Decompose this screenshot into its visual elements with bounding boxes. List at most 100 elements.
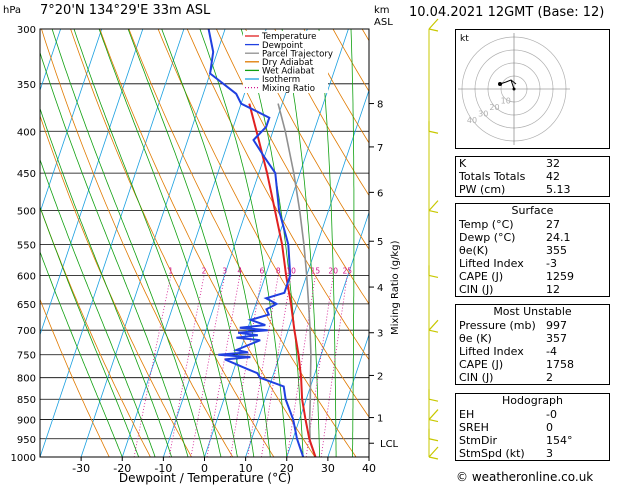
mu-value: 357	[546, 332, 567, 345]
dry-adiabat-line	[186, 29, 369, 361]
dewpoint-line	[207, 29, 305, 457]
wind-barb-flag	[428, 456, 439, 460]
x-tick-label: 10	[239, 462, 253, 475]
km-tick-label: 3	[377, 329, 383, 340]
x-tick-label: -30	[72, 462, 90, 475]
x-axis-label: Dewpoint / Temperature (°C)	[119, 471, 291, 485]
wind-barb-flag	[428, 398, 439, 402]
pressure-tick-label: 850	[17, 395, 36, 406]
surface-label: CIN (J)	[459, 283, 494, 296]
wind-barb	[428, 319, 439, 331]
mixing-ratio-line	[286, 275, 316, 457]
legend-label: Mixing Ratio	[262, 84, 315, 94]
hodograph-trace	[499, 79, 517, 90]
wind-barb-flag	[428, 130, 439, 134]
mu-label: CAPE (J)	[459, 358, 504, 371]
pressure-tick-label: 1000	[11, 453, 36, 464]
wet-adiabat-line	[127, 29, 255, 457]
hodo-label: SREH	[459, 421, 489, 434]
wind-barb-flag	[428, 274, 439, 278]
isotherm-line	[204, 29, 349, 457]
km-tick-label: 1	[377, 414, 383, 425]
wet-adiabat-line	[98, 29, 238, 457]
pressure-tick-label: 400	[17, 127, 36, 138]
mu-value: 997	[546, 319, 567, 332]
pressure-tick-label: 450	[17, 169, 36, 180]
mu-label: Pressure (mb)	[459, 319, 536, 332]
isotherm-line	[40, 29, 103, 214]
wet-adiabat-line	[240, 29, 304, 457]
wind-barb	[428, 200, 439, 211]
surface-value: 27	[546, 218, 560, 231]
hodograph-table: Hodograph EH -0 SREH 0 StmDir 154° StmSpd (…	[455, 393, 610, 461]
surface-value: 12	[546, 283, 560, 296]
surface-value: 355	[546, 244, 567, 257]
temperature-line	[248, 103, 317, 457]
pressure-tick-label: 800	[17, 374, 36, 385]
mixing-ratio-label: 15	[311, 266, 321, 275]
km-tick-label: 5	[377, 237, 383, 248]
hodo-value: 3	[546, 447, 553, 460]
wind-barb	[428, 446, 439, 458]
mixing-ratio-line	[168, 275, 205, 457]
surface-title: Surface	[511, 204, 554, 217]
mixing-ratio-label: 6	[260, 266, 265, 275]
station-header: 7°20'N 134°29'E 33m ASL	[40, 3, 211, 18]
hodo-label: StmSpd (kt)	[459, 447, 525, 460]
hodo-value: -0	[546, 408, 557, 421]
pressure-tick-label: 950	[17, 435, 36, 446]
mixing-ratio-label: 1	[168, 266, 173, 275]
wind-barb-flag	[428, 329, 439, 333]
wet-adiabat-line	[40, 107, 172, 457]
km-tick-label: 4	[377, 283, 383, 294]
indices-label: K	[459, 157, 467, 170]
x-tick-label: -10	[154, 462, 172, 475]
mixing-ratio-line	[320, 275, 348, 457]
mixing-ratio-line	[261, 275, 292, 457]
indices-row: PW (cm) 5.13	[456, 183, 609, 196]
mixing-ratio-line	[230, 275, 263, 457]
surface-table: Surface Temp (°C) 27 Dewp (°C) 24.1 θe(K) 3…	[455, 203, 610, 297]
wet-adiabat-line	[350, 29, 355, 457]
wind-barb	[428, 409, 439, 420]
hodograph-ring-label: 10	[501, 97, 511, 106]
mixing-ratio-line	[133, 275, 172, 457]
mu-value: -4	[546, 345, 557, 358]
hodograph-panel: 10 20 30 40 kt	[455, 29, 610, 149]
dry-adiabat-line	[245, 29, 369, 250]
lcl-label: LCL	[380, 439, 399, 450]
pressure-tick-label: 500	[17, 207, 36, 218]
x-tick-label: 20	[280, 462, 294, 475]
hodo-label: StmDir	[459, 434, 498, 447]
wet-adiabat-line	[73, 29, 222, 457]
mixing-ratio-label: 4	[237, 266, 242, 275]
footer-credit[interactable]: © weatheronline.co.uk	[456, 470, 594, 484]
hodo-label: EH	[459, 408, 475, 421]
dry-adiabat-line	[128, 29, 357, 457]
wet-adiabat-line	[281, 29, 320, 457]
indices-table: K 32 Totals Totals 42 PW (cm) 5.13	[455, 156, 610, 197]
hodograph-point	[498, 82, 502, 86]
wind-barb-flag	[428, 210, 439, 214]
hodo-value: 154°	[546, 434, 573, 447]
indices-label: Totals Totals	[459, 170, 526, 183]
surface-value: -3	[546, 257, 557, 270]
dry-adiabat-line	[625, 29, 629, 457]
mu-value: 1758	[546, 358, 574, 371]
wet-adiabat-line	[40, 158, 156, 457]
most-unstable-title: Most Unstable	[493, 305, 572, 318]
legend-label: Temperature	[261, 32, 316, 42]
mixing-ratio-axis-label: Mixing Ratio (g/kg)	[390, 240, 401, 335]
wind-barb-flag	[428, 418, 439, 423]
surface-label: θe(K)	[459, 244, 489, 257]
most-unstable-table: Most Unstable Pressure (mb) 997 θe (K) 357…	[455, 304, 610, 385]
indices-row: K 32	[456, 157, 609, 170]
wind-barb-flag	[428, 438, 439, 442]
wet-adiabat-line	[40, 250, 123, 457]
indices-label: PW (cm)	[459, 183, 506, 196]
hodograph-ring-label: 20	[489, 103, 499, 112]
asl-unit-label: ASL	[374, 17, 393, 28]
mu-label: θe (K)	[459, 332, 492, 345]
hodograph-ring-label: 40	[467, 116, 477, 125]
parcel-trajectory-line	[277, 103, 317, 457]
